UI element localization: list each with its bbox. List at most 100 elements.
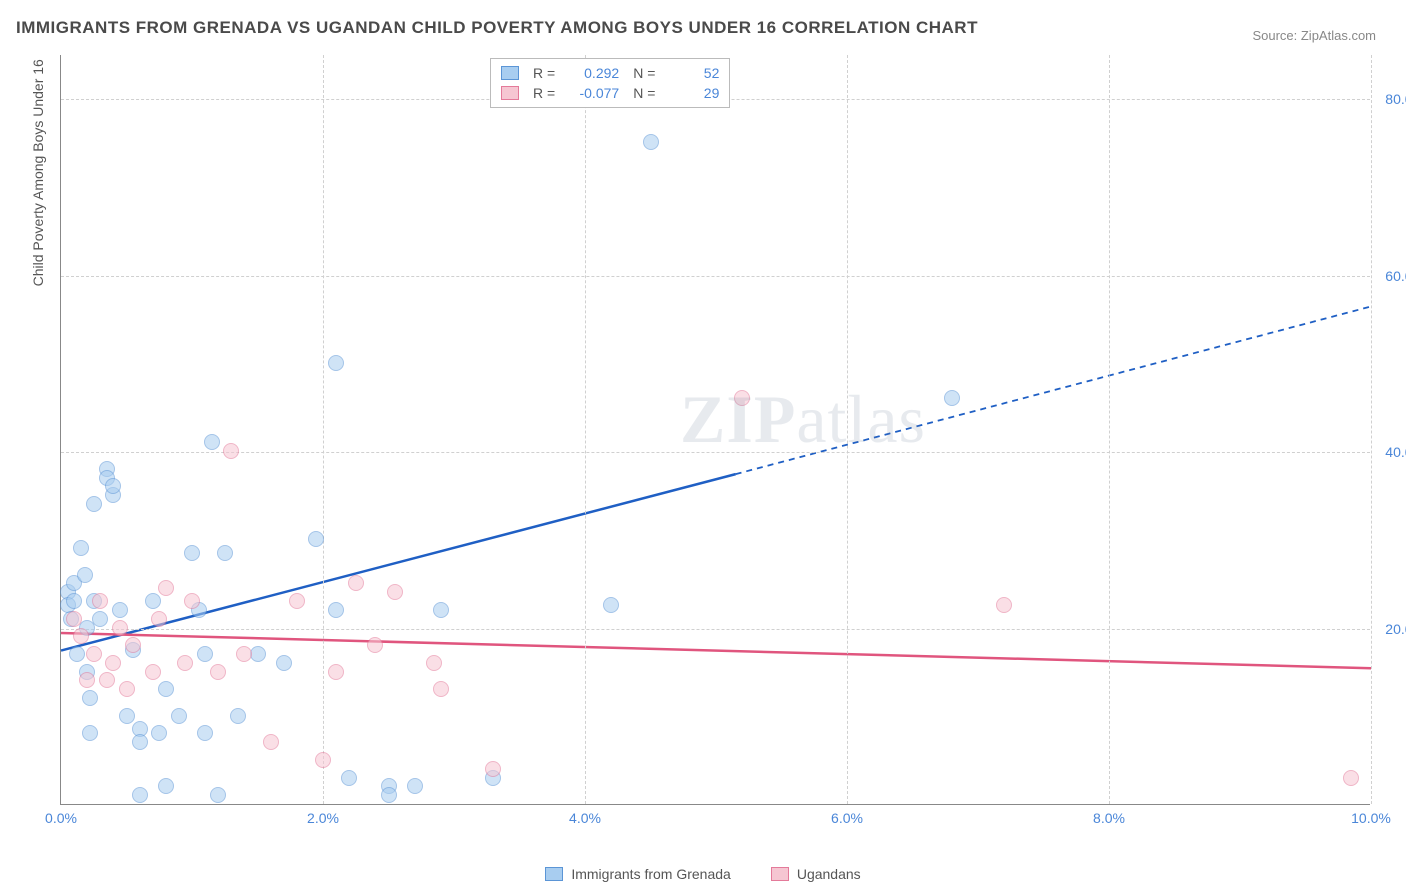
data-point xyxy=(381,787,397,803)
data-point xyxy=(119,681,135,697)
data-point xyxy=(367,637,383,653)
data-point xyxy=(433,602,449,618)
data-point xyxy=(643,134,659,150)
data-point xyxy=(236,646,252,662)
stats-legend-row: R =0.292N =52 xyxy=(501,63,719,83)
data-point xyxy=(328,355,344,371)
gridline-h xyxy=(61,629,1370,630)
data-point xyxy=(69,646,85,662)
data-point xyxy=(289,593,305,609)
data-point xyxy=(603,597,619,613)
gridline-v xyxy=(585,55,586,804)
data-point xyxy=(79,672,95,688)
x-tick-label: 2.0% xyxy=(307,810,339,826)
data-point xyxy=(341,770,357,786)
data-point xyxy=(197,725,213,741)
data-point xyxy=(433,681,449,697)
data-point xyxy=(210,664,226,680)
data-point xyxy=(112,620,128,636)
data-point xyxy=(132,734,148,750)
data-point xyxy=(223,443,239,459)
legend-item: Ugandans xyxy=(771,866,861,882)
data-point xyxy=(125,637,141,653)
y-tick-label: 40.0% xyxy=(1385,444,1406,460)
data-point xyxy=(485,761,501,777)
watermark: ZIPatlas xyxy=(680,380,926,459)
x-tick-label: 4.0% xyxy=(569,810,601,826)
data-point xyxy=(276,655,292,671)
data-point xyxy=(66,611,82,627)
data-point xyxy=(308,531,324,547)
data-point xyxy=(66,593,82,609)
stats-n-label: N = xyxy=(633,65,655,81)
data-point xyxy=(158,580,174,596)
gridline-v xyxy=(1109,55,1110,804)
gridline-h xyxy=(61,276,1370,277)
legend-swatch xyxy=(501,86,519,100)
data-point xyxy=(132,787,148,803)
x-tick-label: 0.0% xyxy=(45,810,77,826)
data-point xyxy=(105,478,121,494)
data-point xyxy=(177,655,193,671)
data-point xyxy=(73,628,89,644)
data-point xyxy=(86,646,102,662)
data-point xyxy=(82,725,98,741)
data-point xyxy=(73,540,89,556)
data-point xyxy=(158,681,174,697)
data-point xyxy=(145,664,161,680)
stats-legend: R =0.292N =52R =-0.077N =29 xyxy=(490,58,730,108)
x-tick-label: 8.0% xyxy=(1093,810,1125,826)
bottom-legend: Immigrants from Grenada Ugandans xyxy=(0,866,1406,882)
gridline-v xyxy=(323,55,324,804)
data-point xyxy=(82,690,98,706)
data-point xyxy=(158,778,174,794)
data-point xyxy=(184,545,200,561)
data-point xyxy=(86,496,102,512)
stats-n-label: N = xyxy=(633,85,655,101)
y-tick-label: 80.0% xyxy=(1385,91,1406,107)
x-tick-label: 6.0% xyxy=(831,810,863,826)
stats-r-label: R = xyxy=(533,65,555,81)
data-point xyxy=(315,752,331,768)
y-axis-label: Child Poverty Among Boys Under 16 xyxy=(30,59,46,286)
data-point xyxy=(348,575,364,591)
data-point xyxy=(996,597,1012,613)
data-point xyxy=(407,778,423,794)
data-point xyxy=(230,708,246,724)
data-point xyxy=(1343,770,1359,786)
data-point xyxy=(151,611,167,627)
data-point xyxy=(263,734,279,750)
data-point xyxy=(112,602,128,618)
legend-label: Ugandans xyxy=(797,866,861,882)
legend-label: Immigrants from Grenada xyxy=(571,866,731,882)
gridline-v xyxy=(1371,55,1372,804)
y-tick-label: 20.0% xyxy=(1385,621,1406,637)
data-point xyxy=(151,725,167,741)
data-point xyxy=(328,602,344,618)
x-tick-label: 10.0% xyxy=(1351,810,1391,826)
data-point xyxy=(105,655,121,671)
legend-swatch xyxy=(545,867,563,881)
data-point xyxy=(217,545,233,561)
data-point xyxy=(197,646,213,662)
data-point xyxy=(92,593,108,609)
legend-swatch xyxy=(501,66,519,80)
legend-swatch xyxy=(771,867,789,881)
data-point xyxy=(944,390,960,406)
data-point xyxy=(119,708,135,724)
stats-n-value: 52 xyxy=(669,65,719,81)
data-point xyxy=(92,611,108,627)
source-label: Source: ZipAtlas.com xyxy=(1252,28,1376,43)
stats-r-value: -0.077 xyxy=(569,85,619,101)
data-point xyxy=(426,655,442,671)
stats-n-value: 29 xyxy=(669,85,719,101)
y-tick-label: 60.0% xyxy=(1385,268,1406,284)
data-point xyxy=(171,708,187,724)
data-point xyxy=(328,664,344,680)
data-point xyxy=(99,672,115,688)
data-point xyxy=(145,593,161,609)
stats-legend-row: R =-0.077N =29 xyxy=(501,83,719,103)
data-point xyxy=(77,567,93,583)
data-point xyxy=(204,434,220,450)
data-point xyxy=(210,787,226,803)
